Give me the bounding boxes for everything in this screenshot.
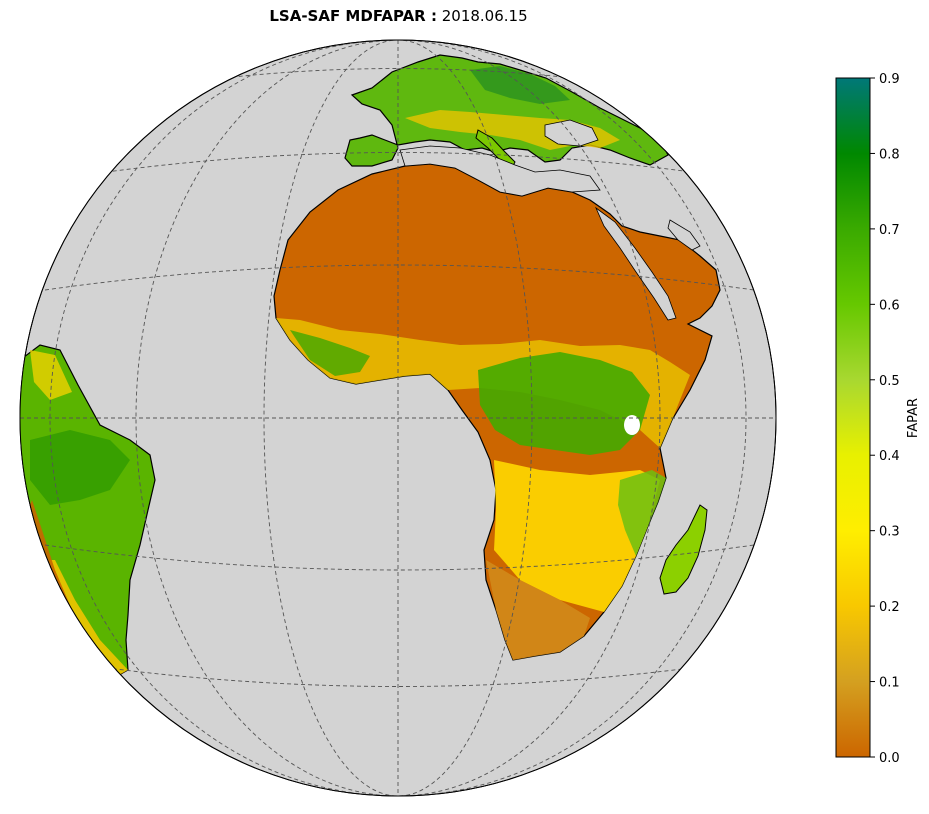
west-africa-green (290, 330, 370, 376)
colorbar-tick-label: 0.8 (879, 147, 900, 162)
colorbar-tick-label: 0.5 (879, 374, 900, 389)
globe-outline (19, 39, 777, 797)
southwest-africa-arid (486, 560, 590, 660)
scandinavia-tone (470, 66, 570, 104)
colorbar-tick-label: 0.1 (879, 676, 900, 691)
title-date: 2018.06.15 (441, 7, 528, 25)
colorbar-tick-label: 0.4 (879, 449, 900, 464)
south-america-green (30, 430, 130, 505)
colorbar-tick-label: 0.2 (879, 600, 900, 615)
lake-victoria (624, 415, 640, 435)
south-america-yellow (30, 350, 72, 400)
colorbar-tick-label: 0.3 (879, 525, 900, 540)
colorbar-gradient (835, 77, 871, 758)
east-africa-green (618, 470, 666, 556)
colorbar-tick-label: 0.6 (879, 298, 900, 313)
red-sea (595, 206, 677, 321)
persian-gulf (667, 219, 701, 251)
south-america-arid-strip (28, 500, 70, 612)
globe-map (19, 39, 777, 797)
black-sea (544, 119, 599, 147)
map-title: LSA-SAF MDFAPAR : 2018.06.15 (0, 6, 797, 26)
colorbar-tick-label: 0.9 (879, 72, 900, 87)
central-africa-green (478, 352, 650, 455)
colorbar-ticks: 0.0 0.1 0.2 0.3 0.4 0.5 0.6 0.7 0.8 0.9 (870, 72, 900, 766)
colorbar-tick-label: 0.7 (879, 223, 900, 238)
colorbar-label: FAPAR (906, 398, 921, 438)
southern-africa-yellow (494, 460, 660, 612)
colorbar-tick-label: 0.0 (879, 751, 900, 766)
madagascar-land (659, 504, 708, 595)
graticule (20, 40, 776, 796)
title-product: LSA-SAF MDFAPAR : (269, 7, 437, 25)
